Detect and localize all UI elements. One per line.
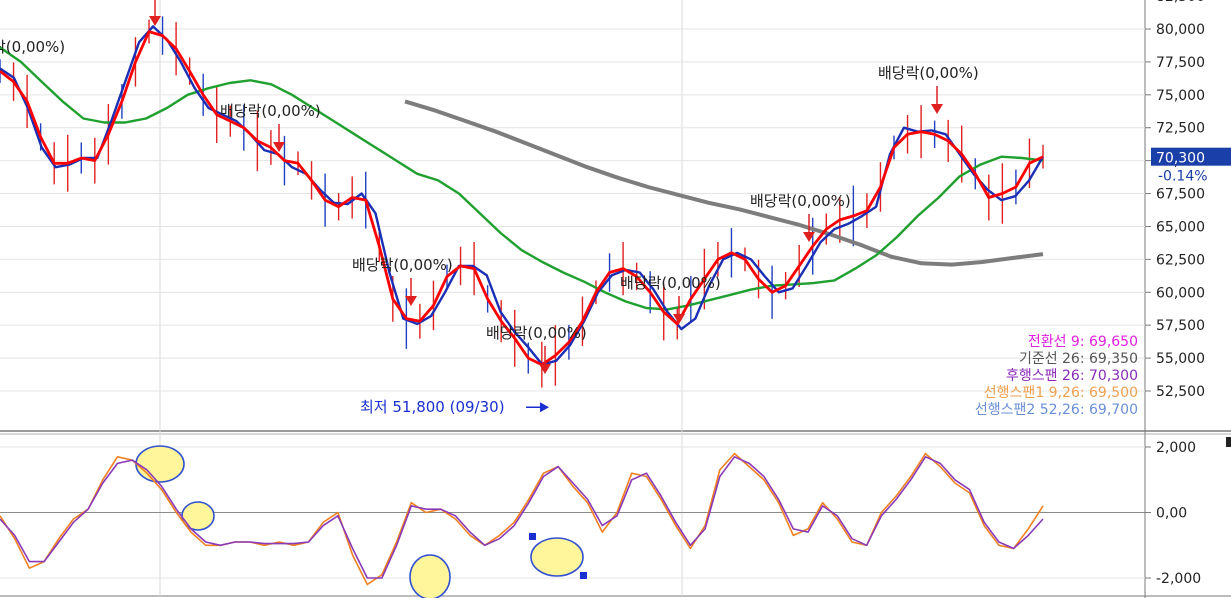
osc-marker-square-0 <box>529 533 536 540</box>
price-tick-label-1: 55,000 <box>1156 351 1205 367</box>
dividend-label-0: 락(0,00%) <box>0 38 65 56</box>
price-tick-label-9: 75,000 <box>1156 88 1205 104</box>
osc-tick-label-2: -2,000 <box>1156 571 1201 587</box>
dividend-label-1: 배당락(0,00%) <box>220 102 321 120</box>
osc-highlight-ellipse-0 <box>135 445 185 483</box>
legend-item-2: 후행스팬 26: 70,300 <box>1006 368 1138 384</box>
axis-scroll-handle[interactable] <box>1226 437 1231 447</box>
osc-line-oscillator-purple[interactable] <box>0 456 1044 579</box>
dividend-arrow-head-2 <box>803 232 815 242</box>
price-tick-label-6: 67,500 <box>1156 187 1205 203</box>
osc-marker-square-1 <box>580 572 587 579</box>
price-tick-label-8: 72,500 <box>1156 121 1205 137</box>
price-tick-label-5: 65,000 <box>1156 219 1205 235</box>
price-tick-label-10: 77,500 <box>1156 55 1205 71</box>
dividend-arrow-head-1 <box>273 142 285 152</box>
dividend-label-2: 배당락(0,00%) <box>750 192 851 210</box>
legend-item-1: 기준선 26: 69,350 <box>1019 351 1138 367</box>
last-price-box <box>1151 147 1231 166</box>
low-marker-arrow-head <box>540 402 549 413</box>
series-line-ma-blue[interactable] <box>0 25 1045 366</box>
price-panel[interactable] <box>0 16 1045 388</box>
last-price-label: 70,300 <box>1156 151 1205 167</box>
osc-tick-label-1: 0,00 <box>1156 506 1187 522</box>
price-tick-label-3: 60,000 <box>1156 285 1205 301</box>
dividend-label-6: 배당락(0,00%) <box>486 324 587 342</box>
low-marker-label: 최저 51,800 (09/30) <box>360 398 505 416</box>
series-line-ma-green[interactable] <box>0 46 1044 311</box>
y-axis: 52,500 55,000 57,500 60,000 62,500 65,000 67,5… <box>1145 0 1231 587</box>
legend-item-3: 선행스팬1 9,26: 69,500 <box>984 385 1138 401</box>
oscillator-panel[interactable] <box>0 445 1044 600</box>
dividend-arrow-head-4 <box>405 296 417 306</box>
price-tick-label-4: 62,500 <box>1156 252 1205 268</box>
series-line-price[interactable] <box>0 30 1044 367</box>
dividend-label-5: 배당락(0,00%) <box>620 274 721 292</box>
last-price-change: -0.14% <box>1158 169 1208 185</box>
price-tick-label-2: 57,500 <box>1156 318 1205 334</box>
peak-arrow-head <box>149 16 161 26</box>
osc-tick-label-0: 2,000 <box>1156 440 1196 456</box>
price-tick-label-0: 52,500 <box>1156 384 1205 400</box>
dividend-arrow-head-5 <box>673 314 685 324</box>
legend-item-0: 전환선 9: 69,650 <box>1028 334 1138 350</box>
legend-item-4: 선행스팬2 52,26: 69,700 <box>975 402 1138 418</box>
dividend-label-3: 배당락(0,00%) <box>878 64 979 82</box>
price-tick-label-12: 82,500 <box>1156 0 1205 5</box>
dividend-arrow-head-6 <box>539 364 551 374</box>
dividend-label-4: 배당락(0,00%) <box>352 256 453 274</box>
osc-highlight-ellipse-3 <box>530 537 584 577</box>
osc-highlight-ellipse-2 <box>409 554 451 600</box>
price-tick-label-11: 80,000 <box>1156 22 1205 38</box>
series-line-ma-gray[interactable] <box>404 99 1044 267</box>
dividend-arrow-head-3 <box>931 104 943 114</box>
annotations: 락(0,00%) 배당락(0,00%) 배당락(0,00%) 배당락(0,00%) 배당… <box>0 0 979 416</box>
